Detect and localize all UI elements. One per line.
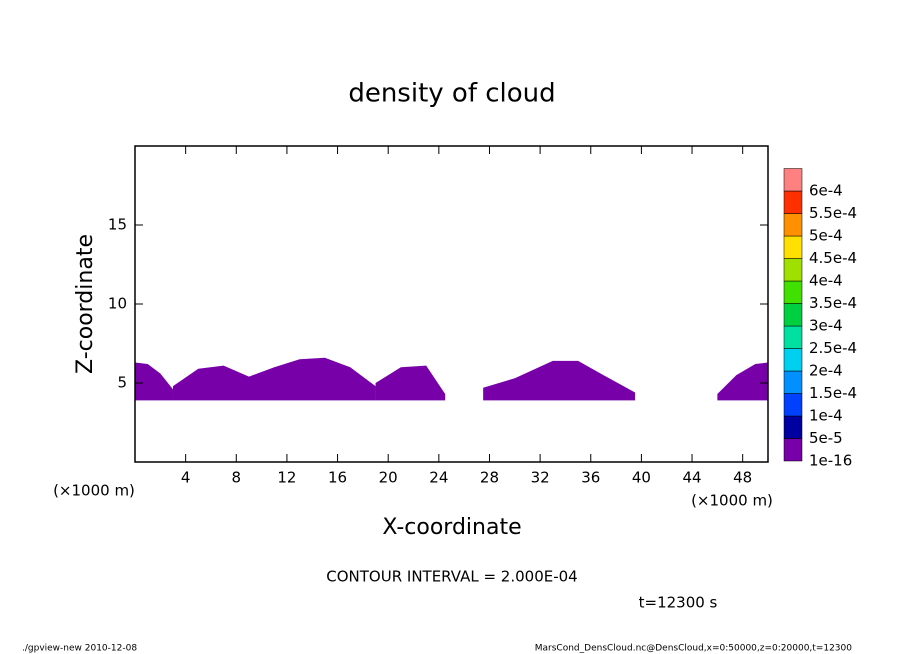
colorbar-segment: [783, 438, 803, 462]
x-tick-label: 8: [232, 469, 242, 487]
cloud-region: [717, 362, 768, 401]
x-tick-label: 40: [632, 469, 651, 487]
x-unit: (×1000 m): [691, 492, 773, 510]
footer-right: MarsCond_DensCloud.nc@DensCloud,x=0:5000…: [535, 644, 852, 654]
colorbar-segment: [783, 258, 803, 282]
colorbar-label: 4e-4: [809, 272, 843, 290]
x-tick-label: 36: [581, 469, 600, 487]
cloud-region: [135, 362, 173, 401]
colorbar-label: 5.5e-4: [809, 204, 857, 222]
colorbar-label: 5e-5: [809, 429, 843, 447]
colorbar-segment: [783, 213, 803, 237]
colorbar-label: 3e-4: [809, 317, 843, 335]
cloud-region: [172, 357, 376, 401]
x-tick-label: 4: [181, 469, 191, 487]
colorbar-segment: [783, 348, 803, 372]
y-tick-label: 5: [117, 374, 127, 392]
y-tick-label: 10: [108, 295, 127, 313]
colorbar-label: 6e-4: [809, 182, 843, 200]
cloud-region: [483, 360, 636, 401]
y-axis-label: Z-coordinate: [73, 234, 98, 374]
chart-title: density of cloud: [348, 79, 555, 109]
colorbar-label: 4.5e-4: [809, 249, 857, 267]
x-tick-label: 48: [733, 469, 752, 487]
x-tick-label: 12: [277, 469, 296, 487]
x-tick-label: 32: [531, 469, 550, 487]
colorbar-segment: [783, 168, 803, 192]
colorbar-label: 2.5e-4: [809, 339, 857, 357]
colorbar-label: 5e-4: [809, 227, 843, 245]
colorbar-label: 1e-16: [809, 452, 852, 470]
time-label: t=12300 s: [639, 594, 718, 612]
colorbar-label: 3.5e-4: [809, 294, 857, 312]
colorbar-segment: [783, 415, 803, 439]
colorbar-segment: [783, 325, 803, 349]
colorbar-segment: [783, 190, 803, 214]
x-tick-label: 20: [379, 469, 398, 487]
colorbar-label: 1.5e-4: [809, 384, 857, 402]
cloud-region: [375, 365, 446, 401]
colorbar-segment: [783, 370, 803, 394]
plot-frame: [134, 145, 769, 463]
x-axis-label: X-coordinate: [382, 515, 521, 540]
colorbar-segment: [783, 303, 803, 327]
colorbar-segment: [783, 280, 803, 304]
x-tick-label: 28: [480, 469, 499, 487]
colorbar-label: 2e-4: [809, 362, 843, 380]
colorbar-segment: [783, 235, 803, 259]
y-tick-label: 15: [108, 216, 127, 234]
x-tick-label: 16: [328, 469, 347, 487]
x-unit: (×1000 m): [53, 482, 135, 500]
contour-interval: CONTOUR INTERVAL = 2.000E-04: [326, 568, 577, 586]
footer-left: ./gpview-new 2010-12-08: [22, 644, 137, 654]
x-tick-label: 24: [429, 469, 448, 487]
x-tick-label: 44: [682, 469, 701, 487]
colorbar-label: 1e-4: [809, 407, 843, 425]
colorbar-segment: [783, 393, 803, 417]
